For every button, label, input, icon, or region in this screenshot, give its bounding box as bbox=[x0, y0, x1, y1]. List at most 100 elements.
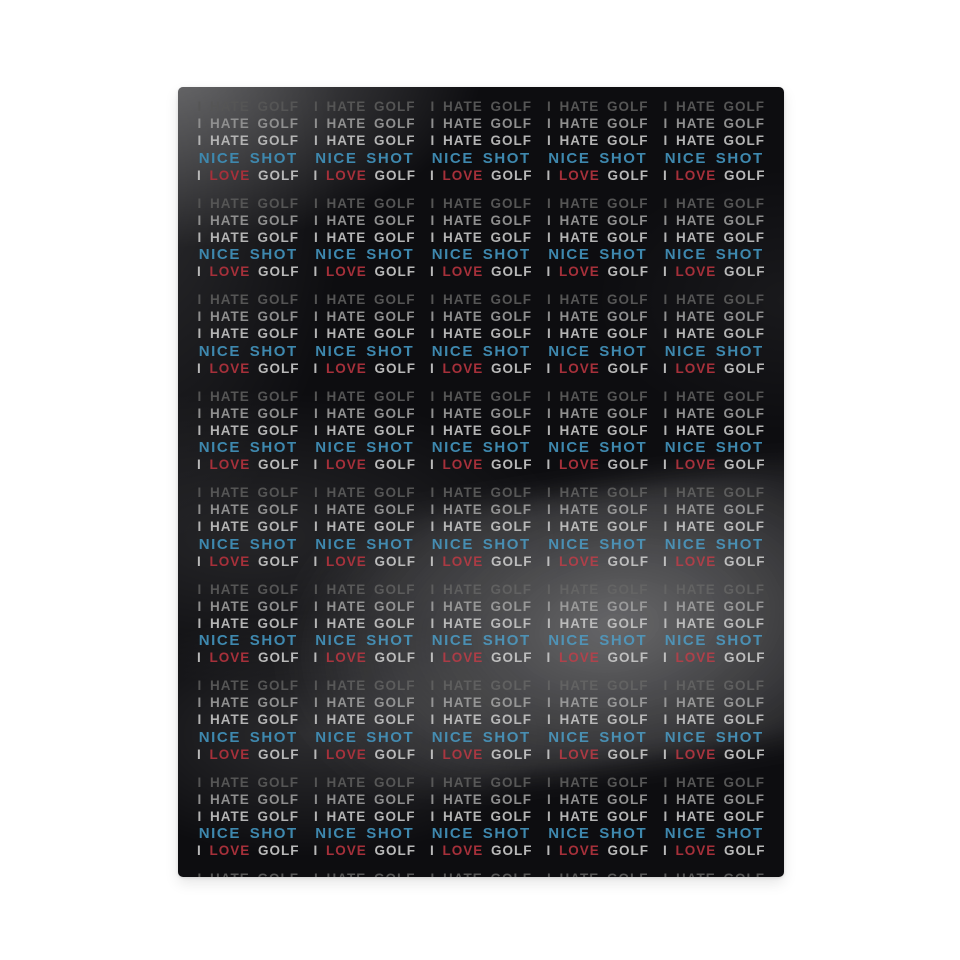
pattern-line-i-hate-golf-bright: I HATE GOLF bbox=[663, 615, 765, 631]
pattern-line-i-hate-golf-bright: I HATE GOLF bbox=[197, 133, 299, 149]
pattern-line-i-love-golf: I LOVE GOLF bbox=[656, 842, 773, 859]
pattern-segment: I bbox=[429, 650, 443, 666]
pattern-line-nice-shot: NICE SHOT bbox=[548, 825, 648, 843]
pattern-segment: LOVE bbox=[442, 843, 484, 859]
pattern-segment: I bbox=[196, 553, 210, 569]
pattern-line-i-love-golf: I LOVE GOLF bbox=[540, 842, 657, 859]
pattern-line-i-hate-golf-mid: I HATE GOLF bbox=[197, 116, 299, 132]
pattern-segment: GOLF bbox=[250, 746, 300, 762]
pattern-segment: I bbox=[196, 746, 210, 762]
pattern-line-i-hate-golf-faint: I HATE GOLF bbox=[547, 774, 649, 790]
pattern-line-i-love-golf: I LOVE GOLF bbox=[423, 553, 540, 570]
pattern-line-nice-shot: NICE SHOT bbox=[198, 728, 298, 746]
pattern-line-i-hate-golf-faint: I HATE GOLF bbox=[663, 774, 765, 790]
pattern-line-nice-shot: NICE SHOT bbox=[198, 246, 298, 264]
pattern-line-i-hate-golf-faint: I HATE GOLF bbox=[430, 99, 532, 114]
pattern-line-nice-shot: NICE SHOT bbox=[315, 439, 415, 457]
pattern-line-i-hate-golf-faint: I HATE GOLF bbox=[197, 388, 299, 404]
pattern-line-i-hate-golf-mid: I HATE GOLF bbox=[430, 309, 532, 325]
pattern-segment: GOLF bbox=[366, 360, 417, 376]
pattern-line-i-hate-golf-faint: I HATE GOLF bbox=[547, 581, 649, 597]
pattern-segment: LOVE bbox=[675, 553, 717, 569]
pattern-line-i-love-golf: I LOVE GOLF bbox=[190, 456, 307, 473]
pattern-line-i-hate-golf-faint: I HATE GOLF bbox=[197, 292, 299, 307]
pattern-line-nice-shot: NICE SHOT bbox=[664, 149, 764, 167]
pattern-segment: I bbox=[546, 650, 559, 666]
pattern-segment: GOLF bbox=[599, 553, 650, 569]
pattern-segment: I bbox=[429, 746, 443, 762]
pattern-line-i-hate-golf-mid: I HATE GOLF bbox=[663, 695, 765, 711]
pattern-line-nice-shot: NICE SHOT bbox=[548, 149, 648, 167]
pattern-segment: GOLF bbox=[599, 264, 650, 280]
pattern-segment: LOVE bbox=[675, 457, 717, 473]
pattern-line-i-hate-golf-bright: I HATE GOLF bbox=[547, 133, 649, 149]
pattern-segment: I bbox=[662, 167, 676, 183]
pattern-line-i-hate-golf-bright: I HATE GOLF bbox=[547, 615, 649, 631]
pattern-line-i-hate-golf-bright: I HATE GOLF bbox=[430, 808, 532, 824]
pattern-line-i-hate-golf-faint: I HATE GOLF bbox=[656, 870, 773, 877]
pattern-line-i-hate-golf-mid: I HATE GOLF bbox=[197, 791, 299, 807]
pattern-line-i-hate-golf-bright: I HATE GOLF bbox=[430, 519, 532, 535]
pattern-line-i-hate-golf-mid: I HATE GOLF bbox=[430, 695, 532, 711]
pattern-segment: I bbox=[196, 360, 210, 376]
pattern-line-i-hate-golf-bright: I HATE GOLF bbox=[547, 229, 649, 245]
pattern-line-i-hate-golf-faint: I HATE GOLF bbox=[430, 581, 532, 597]
pattern-segment: I bbox=[546, 264, 559, 280]
pattern-segment: LOVE bbox=[442, 167, 484, 183]
pattern-line-i-hate-golf-mid: I HATE GOLF bbox=[663, 309, 765, 325]
pattern-segment: LOVE bbox=[326, 843, 367, 859]
pattern-segment: I bbox=[662, 650, 676, 666]
pattern-line-nice-shot: NICE SHOT bbox=[198, 149, 298, 167]
pattern-line-i-hate-golf-faint: I HATE GOLF bbox=[540, 870, 657, 877]
pattern-line-i-hate-golf-bright: I HATE GOLF bbox=[663, 808, 765, 824]
pattern-line-i-hate-golf-mid: I HATE GOLF bbox=[314, 502, 416, 518]
pattern-segment: I bbox=[196, 650, 210, 666]
pattern-line-nice-shot: NICE SHOT bbox=[198, 825, 298, 843]
pattern-line-i-love-golf: I LOVE GOLF bbox=[307, 553, 424, 570]
pattern-segment: I bbox=[662, 457, 676, 473]
pattern-segment: GOLF bbox=[716, 167, 766, 183]
pattern-line-nice-shot: NICE SHOT bbox=[431, 342, 531, 360]
pattern-segment: GOLF bbox=[250, 360, 300, 376]
pattern-line-nice-shot: NICE SHOT bbox=[548, 535, 648, 553]
pattern-segment: I bbox=[546, 843, 559, 859]
pattern-line-nice-shot: NICE SHOT bbox=[198, 342, 298, 360]
pattern-segment: I bbox=[546, 553, 559, 569]
pattern-line-nice-shot: NICE SHOT bbox=[315, 632, 415, 650]
pattern-segment: LOVE bbox=[675, 650, 717, 666]
pattern-line-i-hate-golf-mid: I HATE GOLF bbox=[547, 695, 649, 711]
pattern-line-nice-shot: NICE SHOT bbox=[198, 632, 298, 650]
pattern-segment: I bbox=[662, 553, 676, 569]
pattern-line-i-hate-golf-bright: I HATE GOLF bbox=[547, 808, 649, 824]
pattern-line-i-hate-golf-mid: I HATE GOLF bbox=[547, 405, 649, 421]
pattern-segment: LOVE bbox=[209, 843, 251, 859]
pattern-line-i-hate-golf-faint: I HATE GOLF bbox=[430, 292, 532, 307]
pattern-segment: GOLF bbox=[250, 457, 300, 473]
pattern-line-i-hate-golf-faint: I HATE GOLF bbox=[430, 678, 532, 693]
pattern-line-nice-shot: NICE SHOT bbox=[315, 535, 415, 553]
pattern-line-nice-shot: NICE SHOT bbox=[431, 728, 531, 746]
pattern-line-i-hate-golf-bright: I HATE GOLF bbox=[430, 422, 532, 438]
pattern-line-i-hate-golf-mid: I HATE GOLF bbox=[547, 502, 649, 518]
pattern-segment: GOLF bbox=[716, 650, 766, 666]
pattern-segment: LOVE bbox=[675, 167, 717, 183]
pattern-segment: I bbox=[429, 457, 443, 473]
pattern-segment: LOVE bbox=[326, 167, 367, 183]
pattern-line-i-hate-golf-mid: I HATE GOLF bbox=[547, 116, 649, 132]
pattern-segment: GOLF bbox=[250, 650, 300, 666]
pattern-line-nice-shot: NICE SHOT bbox=[548, 246, 648, 264]
pattern-line-nice-shot: NICE SHOT bbox=[198, 439, 298, 457]
pattern-line-nice-shot: NICE SHOT bbox=[431, 825, 531, 843]
pattern-segment: GOLF bbox=[366, 264, 417, 280]
pattern-segment: LOVE bbox=[326, 553, 367, 569]
pattern-segment: GOLF bbox=[483, 843, 533, 859]
